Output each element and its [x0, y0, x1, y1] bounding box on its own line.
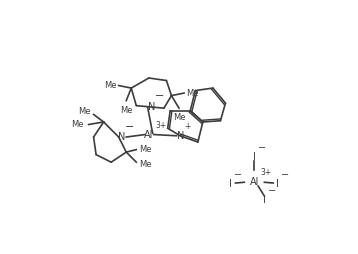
Text: Me: Me	[71, 120, 83, 129]
Text: I: I	[276, 179, 279, 188]
Text: Me: Me	[187, 89, 199, 98]
Text: Me: Me	[78, 107, 91, 116]
Text: Me: Me	[139, 160, 151, 169]
Text: Al: Al	[144, 130, 154, 139]
Text: I: I	[263, 195, 266, 205]
Text: +: +	[184, 122, 190, 131]
Text: I: I	[229, 179, 232, 188]
Text: I: I	[253, 152, 256, 162]
Text: −: −	[258, 143, 266, 153]
Text: Me: Me	[120, 106, 132, 115]
Text: Al: Al	[250, 177, 259, 187]
Text: N: N	[148, 102, 155, 112]
Text: N: N	[176, 131, 184, 141]
Text: −: −	[234, 170, 242, 180]
Text: −: −	[155, 91, 165, 101]
Text: 3+: 3+	[261, 168, 272, 177]
Text: −: −	[268, 186, 276, 196]
Text: N: N	[117, 132, 125, 142]
Text: Me: Me	[139, 145, 151, 154]
Text: −: −	[281, 170, 289, 180]
Text: −: −	[125, 122, 134, 132]
Text: Me: Me	[173, 113, 185, 122]
Text: 3+: 3+	[155, 120, 166, 130]
Text: Me: Me	[104, 81, 116, 90]
